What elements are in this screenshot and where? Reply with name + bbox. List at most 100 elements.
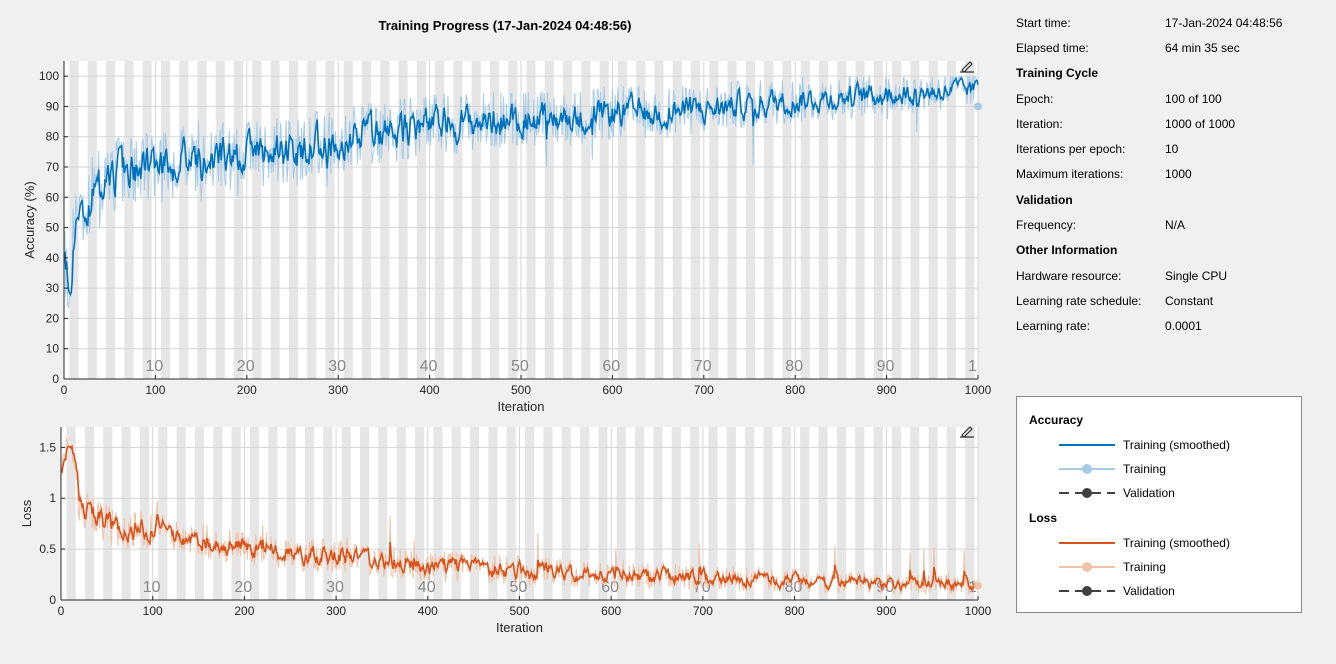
epoch-stripe <box>435 61 445 379</box>
epoch-label: 50 <box>510 579 528 596</box>
info-key: Start time: <box>1016 15 1071 30</box>
training-smoothed-line <box>61 444 979 593</box>
epoch-stripe <box>598 427 608 600</box>
epoch-stripe <box>87 61 97 379</box>
epoch-stripe <box>489 61 500 379</box>
epoch-stripe <box>341 427 351 600</box>
info-section-header: Other Information <box>1016 238 1326 263</box>
epoch-stripe <box>910 427 920 600</box>
epoch-stripe <box>469 427 480 600</box>
epoch-stripe <box>361 61 372 379</box>
legend-label: Training <box>1123 462 1166 476</box>
x-tick-label: 300 <box>328 383 348 397</box>
legend-item: Training (smoothed) <box>1057 535 1230 551</box>
epoch-stripe <box>727 61 737 379</box>
epoch-stripe <box>398 61 408 379</box>
epoch-stripe <box>946 427 956 600</box>
epoch-stripe <box>215 61 225 379</box>
epoch-label: 50 <box>511 358 529 375</box>
epoch-stripe <box>231 427 241 600</box>
epoch-stripe <box>268 427 278 600</box>
epoch-stripe <box>84 427 95 600</box>
epoch-stripe <box>800 61 810 379</box>
epoch-stripe <box>325 61 335 379</box>
legend-swatch <box>1059 562 1115 572</box>
info-row: Frequency: N/A <box>1016 212 1326 237</box>
x-tick-label: 400 <box>420 383 440 397</box>
epoch-stripe <box>343 61 353 379</box>
epoch-label: 40 <box>420 358 438 375</box>
x-tick-label: 600 <box>601 604 621 618</box>
epoch-stripe <box>249 427 260 600</box>
epoch-stripe <box>781 427 791 600</box>
epoch-stripe <box>818 427 828 600</box>
info-header-label: Training Cycle <box>1016 66 1099 81</box>
y-tick-label: 40 <box>46 251 60 265</box>
epoch-stripe <box>763 427 773 600</box>
epoch-stripe <box>653 427 663 600</box>
epoch-stripe <box>451 427 461 600</box>
info-row: Elapsed time: 64 min 35 sec <box>1016 35 1326 60</box>
epoch-stripe <box>617 61 628 379</box>
epoch-stripe <box>179 61 189 379</box>
info-row: Iteration: 1000 of 1000 <box>1016 111 1326 136</box>
epoch-stripe <box>690 427 700 600</box>
epoch-stripe <box>764 61 774 379</box>
epoch-stripe <box>543 427 553 600</box>
epoch-stripe <box>139 427 150 600</box>
epoch-stripe <box>745 61 755 379</box>
legend-swatch <box>1059 444 1115 446</box>
y-tick-label: 0.5 <box>39 542 56 556</box>
y-tick-label: 20 <box>46 311 60 325</box>
legend-label: Validation <box>1123 486 1175 500</box>
legend-swatch <box>1059 586 1115 596</box>
x-tick-label: 800 <box>785 604 805 618</box>
x-tick-label: 400 <box>418 604 438 618</box>
info-row: Maximum iterations: 1000 <box>1016 162 1326 187</box>
epoch-stripe <box>726 427 736 600</box>
x-tick-label: 900 <box>877 383 897 397</box>
epoch-stripe <box>671 427 681 600</box>
epoch-stripe <box>124 61 134 379</box>
epoch-stripe <box>745 427 755 600</box>
x-tick-label: 600 <box>602 383 622 397</box>
epoch-stripe <box>965 427 975 600</box>
y-tick-label: 70 <box>46 160 60 174</box>
epoch-stripe <box>654 61 664 379</box>
y-tick-label: 0 <box>49 593 56 607</box>
epoch-stripe <box>213 427 223 600</box>
legend-label: Training (smoothed) <box>1123 536 1230 550</box>
y-tick-label: 10 <box>46 342 60 356</box>
epoch-stripe <box>855 61 865 379</box>
info-value: 0.0001 <box>1165 319 1202 334</box>
epoch-stripe <box>525 427 535 600</box>
accuracy-export-icon[interactable] <box>958 59 976 75</box>
epoch-stripe <box>158 427 168 600</box>
info-header-label: Validation <box>1016 192 1073 207</box>
x-tick-label: 300 <box>326 604 346 618</box>
info-value: 100 of 100 <box>1165 91 1222 106</box>
info-header-label: Other Information <box>1016 243 1118 258</box>
epoch-stripe <box>837 61 847 379</box>
epoch-stripe <box>359 427 370 600</box>
epoch-stripe <box>892 61 902 379</box>
x-tick-label: 800 <box>785 383 805 397</box>
epoch-stripe <box>453 61 463 379</box>
y-axis-label: Loss <box>19 499 34 527</box>
epoch-label: 10 <box>145 358 163 375</box>
epoch-stripe <box>635 427 645 600</box>
legend-item: Training (smoothed) <box>1057 437 1230 453</box>
epoch-stripe <box>121 427 131 600</box>
x-tick-label: 200 <box>237 383 257 397</box>
epoch-stripe <box>672 61 682 379</box>
epoch-stripe <box>708 427 718 600</box>
training-info-panel: Start time: 17-Jan-2024 04:48:56 Elapsed t… <box>1016 10 1326 339</box>
epoch-stripe <box>103 427 113 600</box>
loss-export-icon[interactable] <box>958 424 976 440</box>
epoch-stripe <box>818 61 829 379</box>
y-tick-label: 60 <box>46 190 60 204</box>
x-tick-label: 900 <box>876 604 896 618</box>
legend-label: Validation <box>1123 584 1175 598</box>
epoch-stripe <box>66 427 76 600</box>
info-key: Iterations per epoch: <box>1016 142 1126 157</box>
